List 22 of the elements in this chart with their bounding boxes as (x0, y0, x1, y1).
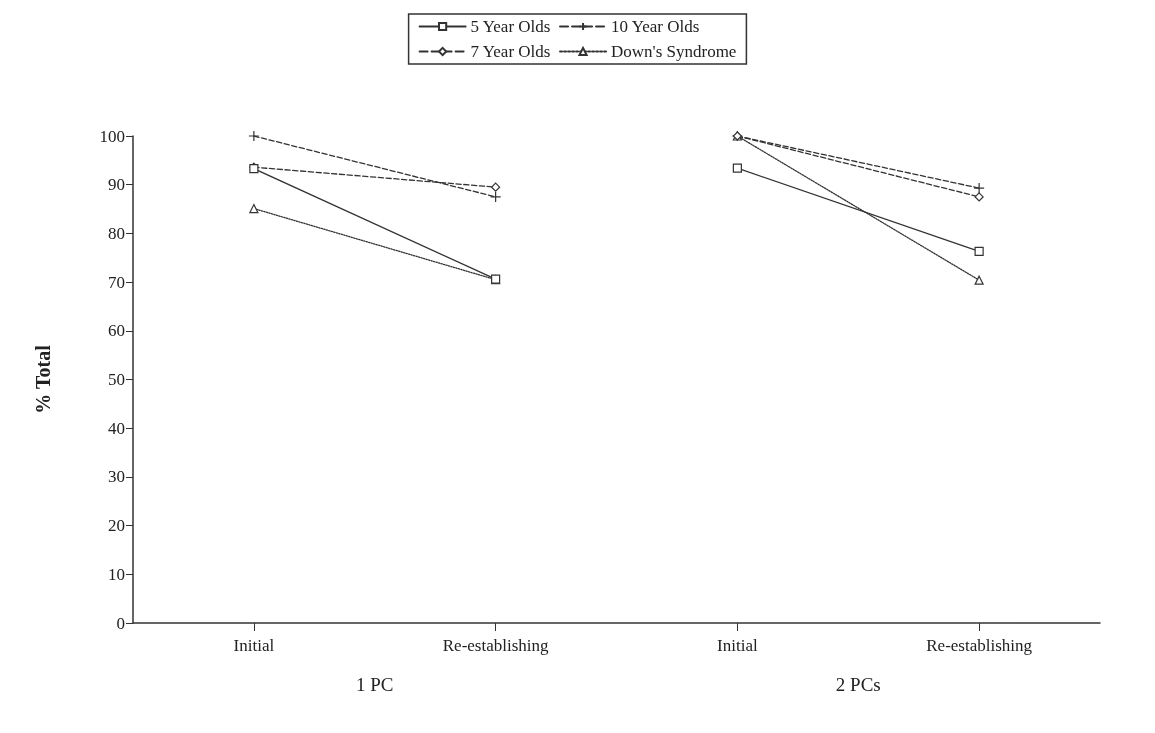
y-tick-label: 70 (108, 272, 125, 292)
y-axis-title: % Total (32, 344, 54, 414)
y-tick-label: 80 (108, 223, 125, 243)
text: 2 PCs (835, 674, 881, 695)
x-tick-label: Re-establishing (926, 636, 1033, 655)
legend-label: Down's Syndrome (611, 42, 737, 61)
x-tick-label: Re-establishing (442, 636, 549, 655)
y-tick-label: 60 (108, 321, 125, 341)
y-tick-label: 100 (99, 126, 125, 146)
text: 1 PC (356, 674, 394, 695)
y-tick-label: 40 (108, 418, 125, 438)
x-tick-label: Initial (233, 636, 275, 655)
y-tick-label: 20 (108, 516, 125, 536)
y-tick-label: 90 (108, 175, 125, 195)
legend-label: 10 Year Olds (611, 17, 700, 36)
y-tick-label: 30 (108, 467, 125, 487)
y-tick-label: 0 (116, 613, 125, 633)
x-tick-label: Initial (717, 636, 758, 655)
y-tick-label: 10 (108, 564, 125, 584)
y-tick-label: 50 (108, 370, 125, 389)
legend-label: 7 Year Olds (470, 42, 551, 61)
legend-label: 5 Year Olds (470, 17, 551, 36)
